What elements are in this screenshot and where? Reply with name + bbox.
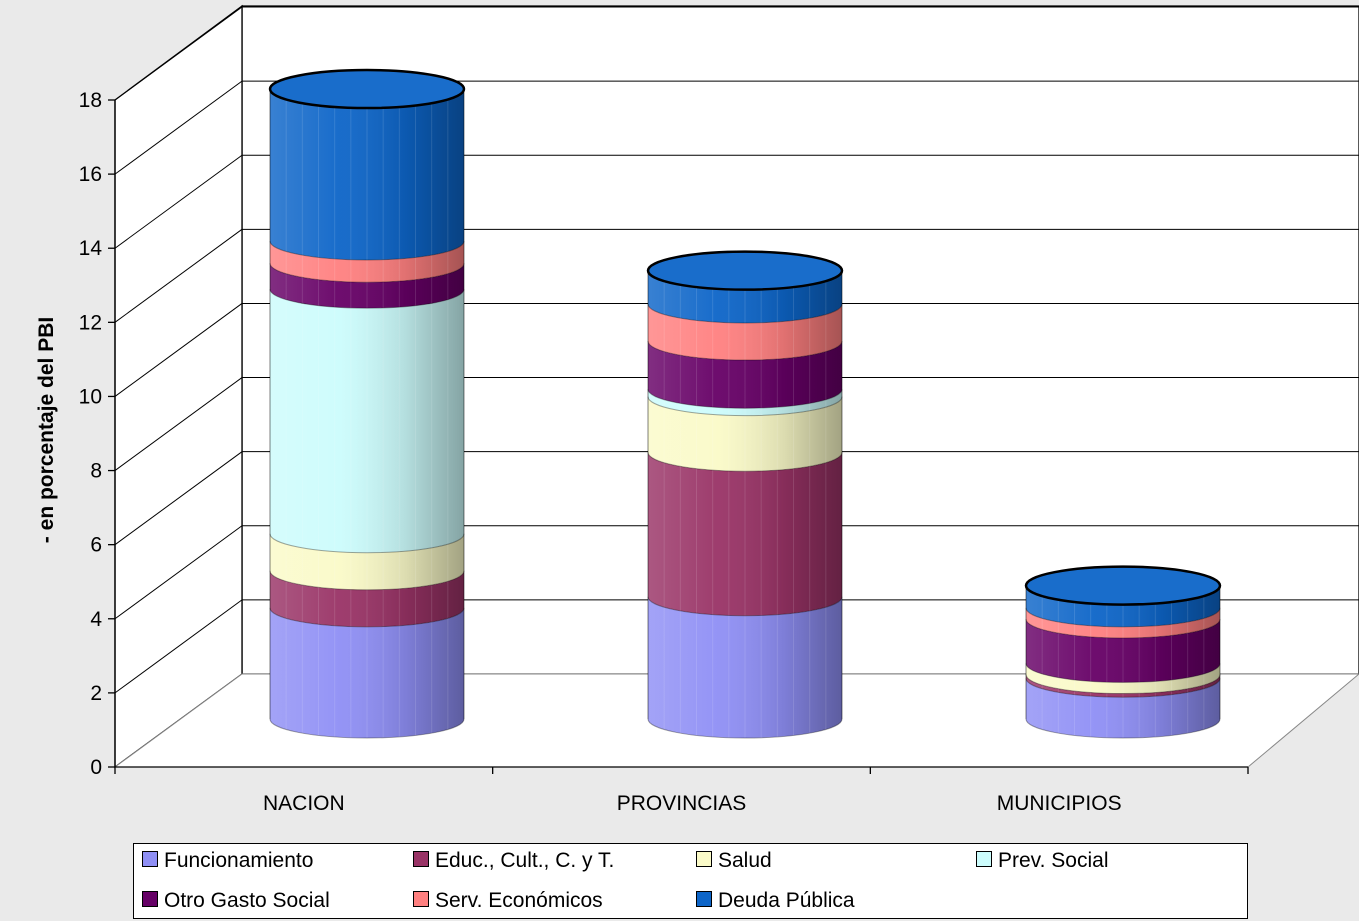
y-tick-label: 12 xyxy=(79,311,102,334)
segment-divider xyxy=(269,263,465,283)
legend-item: Prev. Social xyxy=(976,848,1109,874)
y-tick-label: 0 xyxy=(90,756,102,779)
y-tick-label: 6 xyxy=(90,534,102,557)
legend-swatch xyxy=(413,851,429,868)
segment-shading xyxy=(1026,678,1220,738)
legend: Funcionamiento Educ., Cult., C. y T. Salud… xyxy=(133,843,1248,919)
segment-shading xyxy=(1026,618,1220,683)
y-tick-label: 16 xyxy=(79,163,102,186)
segment-divider xyxy=(269,240,465,261)
segment-divider xyxy=(1025,618,1221,639)
cylinder-top-cap xyxy=(1024,565,1222,606)
gridline-side xyxy=(114,599,243,694)
segment-shading xyxy=(1026,607,1220,638)
segment-divider xyxy=(1025,607,1221,628)
segment-divider xyxy=(269,570,465,591)
cylinder-provincias xyxy=(646,250,844,739)
gridline-side xyxy=(114,80,243,175)
legend-swatch xyxy=(142,851,158,868)
segment-divider xyxy=(269,718,465,739)
gridline-side xyxy=(114,154,243,249)
legend-swatch xyxy=(696,851,712,868)
segment-shading xyxy=(648,452,842,616)
segment-divider xyxy=(647,389,843,409)
segment-shading xyxy=(270,263,464,309)
segment-shading xyxy=(648,389,842,416)
legend-label: Educ., Cult., C. y T. xyxy=(435,849,615,872)
segment-divider xyxy=(269,289,465,309)
legend-label: Serv. Económicos xyxy=(435,889,603,912)
y-axis-label: - en porcentaje del PBI xyxy=(35,317,58,543)
segment-divider xyxy=(1025,678,1221,698)
cylinder-top-cap xyxy=(268,68,466,110)
cylinder-nacion xyxy=(268,68,466,739)
side-wall xyxy=(114,4,243,769)
gridline-side xyxy=(114,451,243,546)
x-tick-label: PROVINCIAS xyxy=(617,792,747,815)
segment-shading xyxy=(270,570,464,627)
legend-item: Deuda Pública xyxy=(696,888,855,914)
segment-divider xyxy=(1025,674,1221,695)
bars xyxy=(268,68,1222,739)
segment-shading xyxy=(270,533,464,590)
legend-label: Prev. Social xyxy=(998,849,1109,872)
y-tick-label: 10 xyxy=(79,385,102,408)
cylinder-top-cap xyxy=(646,250,844,291)
y-axis: 0 2 4 6 8 10 12 14 16 18 xyxy=(79,89,116,779)
y-tick-label: 8 xyxy=(90,460,102,483)
y-tick-label: 18 xyxy=(79,89,102,112)
segment-shading xyxy=(270,289,464,553)
legend-label: Otro Gasto Social xyxy=(164,889,330,912)
x-tick-label: MUNICIPIOS xyxy=(997,792,1122,815)
y-tick-label: 14 xyxy=(79,237,103,260)
gridline-side xyxy=(114,303,243,397)
gridline-side xyxy=(114,228,243,323)
legend-swatch xyxy=(413,891,429,908)
cylinder-municipios xyxy=(1024,565,1222,739)
segment-divider xyxy=(647,340,843,361)
segment-shading xyxy=(270,607,464,738)
segment-divider xyxy=(269,533,465,554)
segment-shading xyxy=(270,89,464,260)
segment-shading xyxy=(270,240,464,283)
segment-shading xyxy=(648,303,842,361)
segment-divider xyxy=(647,303,843,324)
gridline-side xyxy=(114,6,243,101)
gridline-side xyxy=(114,377,243,471)
segment-divider xyxy=(647,396,843,417)
legend-swatch xyxy=(142,891,158,908)
y-tick-label: 4 xyxy=(90,608,102,631)
legend-swatch xyxy=(696,891,712,908)
legend-label: Funcionamiento xyxy=(164,849,314,872)
legend-item: Salud xyxy=(696,848,772,874)
segment-divider xyxy=(1025,663,1221,683)
segment-shading xyxy=(1026,663,1220,694)
legend-swatch xyxy=(976,851,992,868)
legend-item: Serv. Económicos xyxy=(413,888,603,914)
segment-shading xyxy=(648,596,842,738)
segment-shading xyxy=(648,270,842,323)
gridline-side xyxy=(114,525,243,620)
segment-divider xyxy=(647,718,843,739)
x-axis: NACION PROVINCIAS MUNICIPIOS xyxy=(114,766,1249,815)
segment-divider xyxy=(1025,718,1221,739)
y-tick-label: 2 xyxy=(90,682,102,705)
legend-item: Educ., Cult., C. y T. xyxy=(413,848,614,874)
segment-divider xyxy=(269,607,465,628)
segment-shading xyxy=(648,396,842,472)
legend-item: Otro Gasto Social xyxy=(142,888,330,914)
segment-shading xyxy=(648,341,842,409)
segment-divider xyxy=(647,452,843,472)
segment-shading xyxy=(1026,585,1220,627)
segment-divider xyxy=(647,596,843,617)
legend-label: Deuda Pública xyxy=(718,889,855,912)
legend-item: Funcionamiento xyxy=(142,848,313,874)
legend-label: Salud xyxy=(718,849,772,872)
segment-shading xyxy=(1026,674,1220,698)
x-tick-label: NACION xyxy=(263,792,345,815)
